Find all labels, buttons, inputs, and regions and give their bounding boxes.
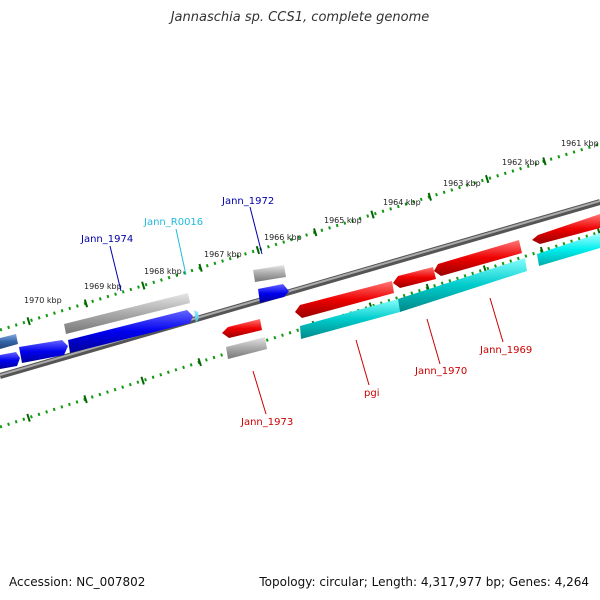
kbp-label: 1964 kbp <box>383 198 421 207</box>
major-tick <box>83 395 88 404</box>
gene-labels: Jann_1974 Jann_R0016 Jann_1972 Jann_1973… <box>80 196 532 428</box>
gene-label-jann-1974: Jann_1974 <box>80 234 133 245</box>
kbp-label: 1969 kbp <box>84 282 122 291</box>
major-tick <box>26 413 31 422</box>
kbp-label: 1962 kbp <box>502 158 540 167</box>
gene-bar <box>64 293 190 334</box>
label-pointers <box>109 206 504 415</box>
topology-text: Topology: circular; Length: 4,317,977 bp… <box>259 575 589 589</box>
map-title: Jannaschia sp. CCS1, complete genome <box>170 10 430 25</box>
forward-strand-genes <box>0 265 289 369</box>
kbp-label: 1965 kbp <box>324 216 362 225</box>
cds-arrow <box>222 319 262 338</box>
gene-label-jann-1970: Jann_1970 <box>414 366 467 377</box>
rna-marker <box>194 310 199 323</box>
cds-arrow <box>0 334 18 349</box>
major-tick <box>427 192 432 201</box>
cds-bar <box>300 299 400 339</box>
cds-arrow <box>0 352 20 369</box>
kbp-label: 1963 kbp <box>443 179 481 188</box>
kbp-label: 1961 kbp <box>561 139 599 148</box>
cds-arrow <box>393 267 436 288</box>
gene-label-jann-r0016: Jann_R0016 <box>143 217 203 228</box>
cds-arrow <box>532 214 600 244</box>
cds-arrow <box>68 310 193 353</box>
major-tick <box>255 245 261 255</box>
scale-labels: 1961 kbp 1962 kbp 1963 kbp 1964 kbp 1965… <box>24 139 599 305</box>
gene-bar <box>253 265 286 282</box>
major-tick <box>140 376 145 385</box>
major-tick <box>313 228 318 237</box>
gene-label-jann-1973: Jann_1973 <box>240 417 293 428</box>
kbp-label: 1968 kbp <box>144 267 182 276</box>
cds-arrow <box>434 240 522 276</box>
major-tick <box>542 157 547 166</box>
cds-bar <box>398 258 527 312</box>
cds-arrow <box>19 340 68 363</box>
cds-arrow <box>295 281 394 318</box>
gene-label-jann-1972: Jann_1972 <box>221 196 274 207</box>
major-tick <box>141 281 146 290</box>
kbp-label: 1966 kbp <box>264 233 302 242</box>
major-tick <box>197 357 202 367</box>
major-tick <box>484 174 490 184</box>
cds-bar <box>537 233 600 266</box>
major-tick <box>370 210 375 219</box>
gene-label-jann-1969: Jann_1969 <box>479 345 532 356</box>
reverse-strand-genes <box>222 214 600 359</box>
kbp-label: 1970 kbp <box>24 296 62 305</box>
genome-backbone <box>0 199 600 379</box>
cds-arrow <box>258 284 289 303</box>
kbp-label: 1967 kbp <box>204 250 242 259</box>
gene-bar <box>226 337 267 359</box>
gene-label-pgi: pgi <box>364 388 379 399</box>
major-tick <box>198 263 203 272</box>
outer-scale-ring <box>0 142 600 332</box>
major-tick <box>83 299 89 308</box>
accession-text: Accession: NC_007802 <box>9 575 146 589</box>
major-tick <box>26 317 31 326</box>
